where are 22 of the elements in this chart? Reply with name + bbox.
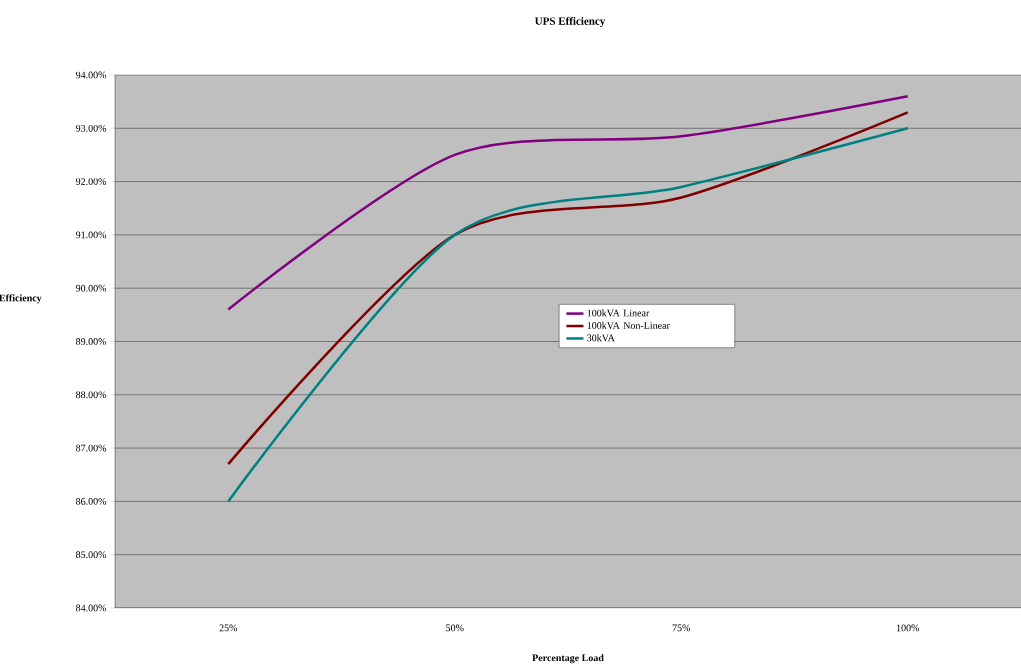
legend-label: 30kVA (587, 334, 615, 342)
x-tick-label: 50% (446, 624, 464, 632)
y-tick-label: 92.00% (75, 178, 107, 185)
y-tick-label: 85.00% (76, 551, 107, 559)
x-tick-label: 75% (672, 624, 691, 632)
y-tick-label: 91.00% (75, 231, 107, 239)
y-tick-label: 84.00% (76, 604, 107, 612)
x-tick-label: 100% (896, 624, 920, 632)
legend-label: 100kVA Non-Linear (587, 321, 670, 329)
y-tick-label: 94.00% (75, 71, 107, 79)
legend-label: 100kVA Linear (587, 309, 650, 317)
y-tick-label: 90.00% (75, 284, 107, 292)
line-series (227, 95, 909, 311)
y-axis-title: Efficiency (0, 294, 42, 304)
x-axis-title: Percentage Load (532, 654, 604, 664)
y-tick-label: 86.00% (76, 497, 107, 505)
y-tick-label: 87.00% (76, 444, 107, 452)
y-tick-label: 89.00% (76, 338, 107, 345)
y-tick-label: 88.00% (76, 391, 107, 399)
x-tick-label: 25% (219, 624, 238, 632)
y-tick-label: 93.00% (75, 124, 107, 132)
chart-title: UPS Efficiency (534, 16, 606, 28)
